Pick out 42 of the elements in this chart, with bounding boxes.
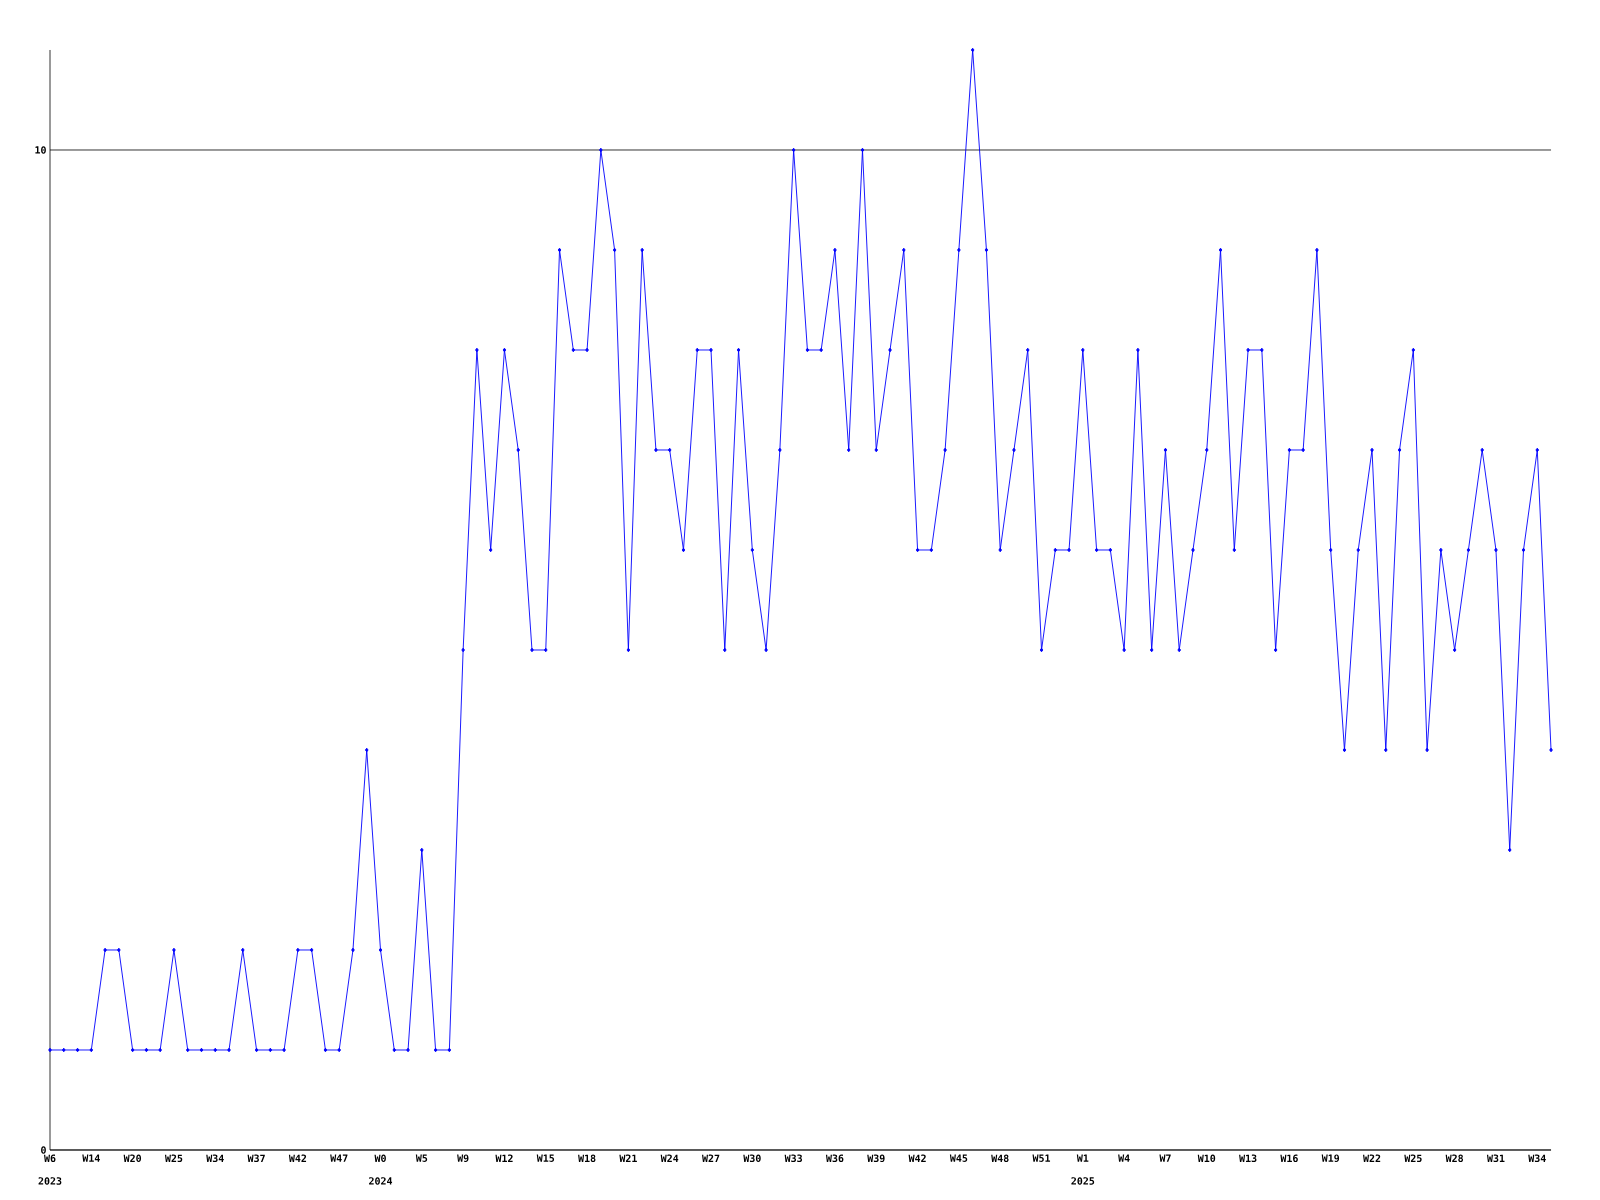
x-tick-label: W5 — [415, 1154, 428, 1162]
x-tick-label: W34 — [206, 1154, 224, 1163]
x-tick-label: W18 — [578, 1154, 596, 1163]
x-tick-label: W36 — [825, 1154, 844, 1163]
x-tick-label: W6 — [44, 1154, 56, 1163]
x-tick-label: W42 — [908, 1154, 926, 1162]
x-tick-label: W16 — [1280, 1154, 1298, 1163]
x-tick-label: W51 — [1032, 1154, 1051, 1162]
x-tick-label: W31 — [1486, 1154, 1505, 1163]
x-tick-label: W12 — [495, 1154, 513, 1162]
x-tick-label: W45 — [949, 1154, 968, 1162]
x-tick-label: W9 — [457, 1154, 469, 1163]
x-tick-label: W37 — [247, 1154, 265, 1163]
x-tick-label: W28 — [1445, 1154, 1464, 1163]
x-tick-label: W13 — [1239, 1154, 1257, 1163]
x-tick-label: W42 — [288, 1154, 307, 1162]
text: 2025 — [1071, 1177, 1095, 1185]
x-tick-label: W20 — [123, 1154, 142, 1163]
x-tick-label: W25 — [164, 1154, 183, 1163]
x-tick-label: W19 — [1321, 1154, 1340, 1163]
x-tick-label: W33 — [784, 1154, 802, 1163]
x-tick-label: W14 — [82, 1154, 100, 1162]
text: 2024 — [369, 1177, 393, 1185]
x-tick-label: W27 — [702, 1154, 720, 1162]
x-tick-label: W48 — [991, 1154, 1009, 1163]
y-tick-label: 10 — [35, 146, 46, 154]
text: 2023 — [38, 1177, 62, 1185]
x-tick-label: W30 — [743, 1154, 761, 1163]
x-tick-label: W24 — [660, 1154, 679, 1162]
x-tick-label: W47 — [330, 1154, 348, 1162]
x-tick-label: W21 — [619, 1154, 637, 1162]
x-tick-label: W1 — [1076, 1154, 1089, 1162]
x-tick-label: W25 — [1404, 1154, 1422, 1163]
x-tick-label: W10 — [1197, 1154, 1216, 1163]
x-tick-label: W15 — [536, 1154, 555, 1162]
x-tick-label: W39 — [867, 1154, 885, 1163]
x-tick-label: W34 — [1528, 1154, 1546, 1163]
y-tick-label: 0 — [41, 1146, 46, 1154]
x-tick-label: W0 — [374, 1154, 386, 1163]
x-tick-label: W7 — [1159, 1154, 1171, 1162]
x-tick-label: W22 — [1363, 1154, 1381, 1162]
x-tick-label: W4 — [1118, 1154, 1130, 1162]
